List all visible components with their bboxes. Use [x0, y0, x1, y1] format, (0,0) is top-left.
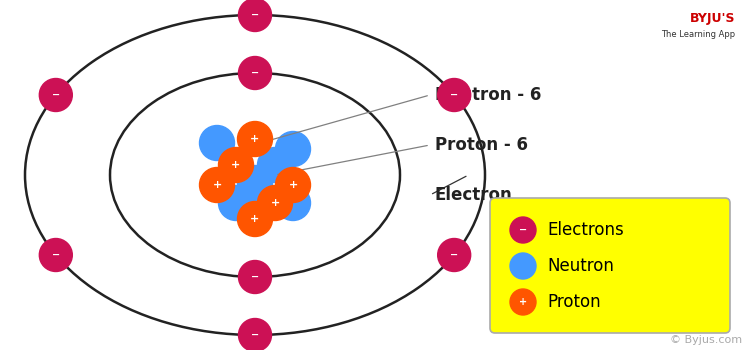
Circle shape	[510, 289, 536, 315]
Text: +: +	[231, 160, 241, 170]
Text: +: +	[270, 198, 280, 208]
Circle shape	[438, 238, 471, 272]
FancyBboxPatch shape	[490, 198, 730, 333]
Circle shape	[200, 168, 235, 203]
Circle shape	[275, 132, 310, 167]
Circle shape	[438, 78, 471, 112]
Circle shape	[218, 186, 254, 220]
Text: −: −	[52, 250, 60, 260]
Text: BYJU'S: BYJU'S	[689, 12, 735, 25]
Circle shape	[238, 318, 272, 350]
Text: +: +	[288, 180, 298, 190]
Text: Electron: Electron	[435, 186, 513, 204]
Text: −: −	[450, 250, 458, 260]
Circle shape	[238, 0, 272, 32]
Text: Proton: Proton	[547, 293, 601, 311]
Text: Electrons: Electrons	[547, 221, 624, 239]
Circle shape	[257, 186, 292, 220]
Circle shape	[275, 186, 310, 220]
Circle shape	[200, 126, 235, 161]
Circle shape	[238, 166, 272, 201]
Text: −: −	[519, 225, 527, 235]
Text: The Learning App: The Learning App	[661, 30, 735, 39]
Circle shape	[218, 147, 254, 182]
Text: +: +	[212, 180, 222, 190]
Circle shape	[510, 253, 536, 279]
Text: −: −	[251, 10, 259, 20]
Text: Neutron - 6: Neutron - 6	[435, 86, 542, 104]
Circle shape	[39, 78, 72, 112]
Circle shape	[39, 238, 72, 272]
Circle shape	[238, 260, 272, 294]
Text: +: +	[251, 214, 260, 224]
Circle shape	[257, 147, 292, 182]
Text: Neutron: Neutron	[547, 257, 614, 275]
Text: +: +	[519, 297, 527, 307]
Text: −: −	[251, 330, 259, 340]
Circle shape	[238, 121, 272, 156]
Text: −: −	[52, 90, 60, 100]
Circle shape	[275, 168, 310, 203]
Circle shape	[238, 202, 272, 237]
Text: −: −	[251, 272, 259, 282]
Text: −: −	[251, 68, 259, 78]
Text: +: +	[251, 134, 260, 144]
Circle shape	[238, 56, 272, 90]
Circle shape	[510, 217, 536, 243]
Text: © Byjus.com: © Byjus.com	[670, 335, 742, 345]
Text: −: −	[450, 90, 458, 100]
Text: Proton - 6: Proton - 6	[435, 136, 528, 154]
